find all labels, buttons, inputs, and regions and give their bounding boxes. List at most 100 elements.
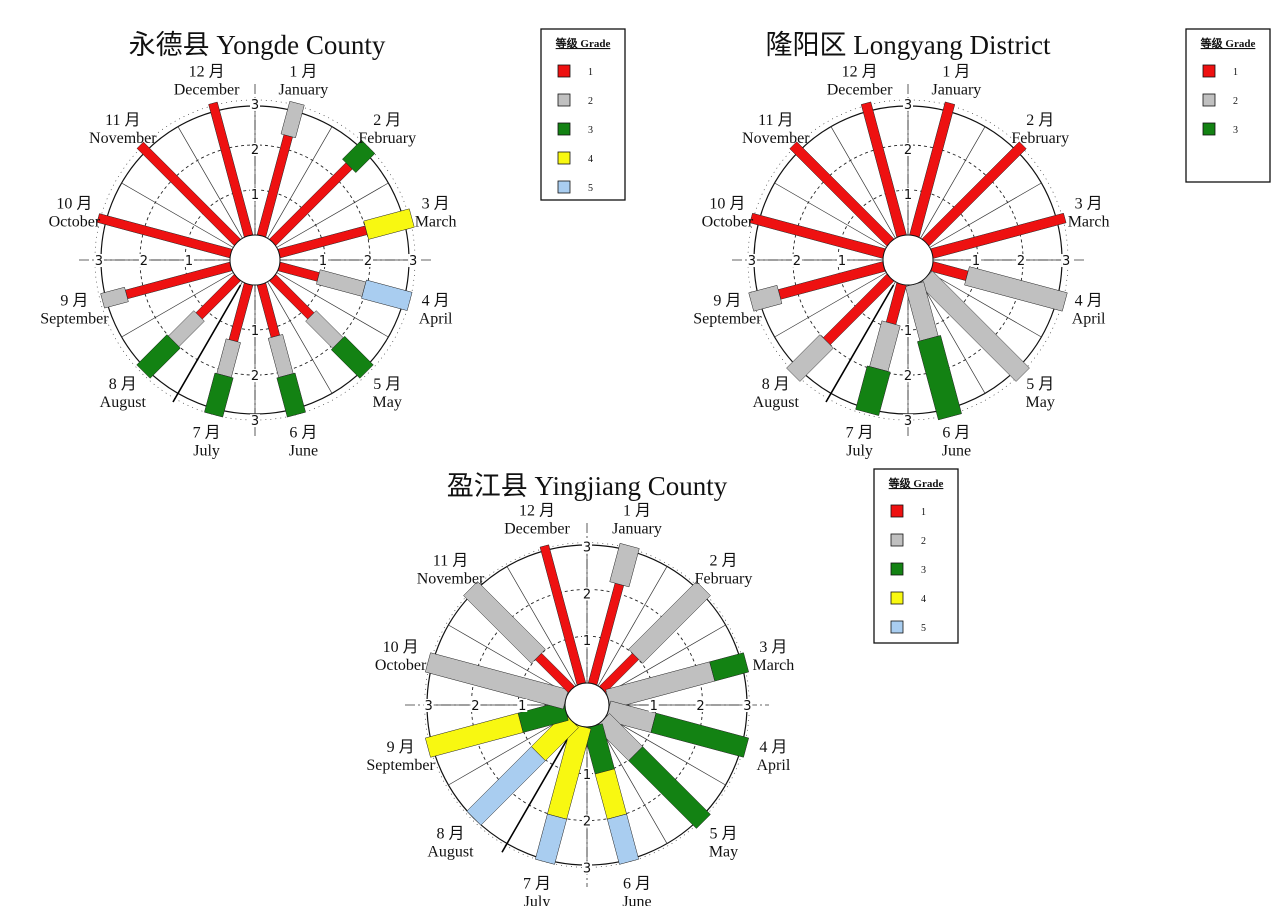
tick-label-bg: [517, 699, 528, 712]
legend-title: 等级 Grade: [555, 36, 611, 50]
month-label-cn: 12 月: [189, 63, 225, 80]
tick-label-bg: [250, 187, 260, 201]
tick-label: 1: [650, 699, 658, 714]
bar-segment-march: [709, 652, 750, 682]
legend-label: 1: [921, 507, 926, 518]
month-label-en: October: [702, 214, 754, 231]
tick-label: 2: [251, 143, 259, 158]
tick-label-bg: [903, 324, 913, 338]
legend-label: 2: [588, 96, 593, 107]
month-label-cn: 7 月: [846, 425, 874, 442]
tick-label: 3: [409, 254, 417, 269]
tick-label-bg: [903, 97, 913, 111]
month-label-en: February: [1011, 130, 1069, 147]
month-label-cn: 2 月: [1026, 112, 1054, 129]
tick-label: 3: [1062, 254, 1070, 269]
month-label-en: March: [1068, 214, 1110, 231]
bar-segment-july: [534, 813, 568, 865]
month-label-en: April: [1072, 310, 1106, 327]
month-label-en: May: [373, 394, 402, 411]
month-label-cn: 4 月: [759, 739, 787, 756]
month-label-en: June: [622, 893, 651, 906]
spoke-line: [448, 624, 569, 695]
spoke-line: [448, 715, 569, 786]
month-label-en: May: [709, 844, 738, 861]
legend-swatch: [890, 533, 904, 547]
legend-box: [873, 468, 959, 644]
legend: 等级 Grade 1 2 3 4 5: [540, 28, 626, 201]
tick-label: 1: [583, 634, 591, 649]
tick-label-bg: [250, 369, 260, 383]
tick-label: 3: [583, 861, 591, 876]
legend-swatch: [557, 180, 571, 194]
month-label-en: August: [100, 394, 147, 411]
bar-segment-february: [342, 139, 376, 173]
spoke-line: [597, 566, 668, 687]
tick-label-bg: [582, 861, 592, 875]
tick-label-bg: [582, 634, 592, 648]
bar-segment-april: [361, 279, 413, 311]
legend-swatch: [890, 591, 904, 605]
tick-label: 1: [251, 324, 259, 339]
tick-label-bg: [695, 699, 706, 712]
month-label-cn: 7 月: [193, 425, 221, 442]
month-label-cn: 1 月: [289, 63, 317, 80]
tick-label: 2: [904, 369, 912, 384]
tick-label-bg: [470, 699, 481, 712]
month-label-en: August: [427, 844, 474, 861]
tick-label: 1: [904, 188, 912, 203]
month-label-cn: 10 月: [383, 639, 419, 656]
month-label-cn: 6 月: [942, 425, 970, 442]
tick-label: 2: [583, 815, 591, 830]
legend-label: 2: [1233, 96, 1238, 107]
month-label-en: December: [827, 81, 893, 98]
legend-swatch: [890, 620, 904, 634]
tick-label-bg: [250, 142, 260, 156]
tick-label: 2: [140, 254, 148, 269]
bar-segment-june: [917, 335, 962, 421]
month-label-cn: 8 月: [762, 376, 790, 393]
tick-label-bg: [318, 254, 329, 267]
month-label-en: October: [375, 657, 427, 674]
tick-label-bg: [93, 254, 104, 267]
longyang-district-panel: 隆阳区 Longyang District 1 1 1 1 2 2 2 2 3 3 3 3 1 月Jan…: [693, 28, 1271, 460]
tick-label: 2: [471, 699, 479, 714]
tick-label-bg: [971, 254, 982, 267]
spoke-line: [121, 272, 234, 338]
spoke-line: [605, 624, 726, 695]
center-hole: [564, 682, 610, 728]
legend-box: [540, 28, 626, 201]
tick-label-bg: [363, 254, 374, 267]
bar-segment-february: [628, 581, 711, 664]
bar-segment-january: [609, 542, 640, 588]
month-label-cn: 8 月: [109, 376, 137, 393]
month-label-en: June: [942, 443, 971, 460]
bar-segment-july: [855, 365, 891, 416]
legend-swatch: [1202, 122, 1216, 136]
spoke-line: [929, 272, 1042, 338]
legend-swatch: [890, 504, 904, 518]
bar-segment-june: [606, 813, 640, 865]
spoke-line: [506, 566, 577, 687]
bar-segment-september: [424, 712, 524, 758]
tick-label-bg: [903, 414, 913, 428]
tick-label: 3: [583, 541, 591, 556]
month-label-cn: 10 月: [56, 196, 92, 213]
tick-label: 1: [185, 254, 193, 269]
month-label-cn: 8 月: [436, 826, 464, 843]
legend-swatch: [557, 151, 571, 165]
legend-label: 3: [1233, 125, 1238, 136]
bar-segment-january: [280, 100, 305, 139]
tick-label-bg: [183, 254, 194, 267]
month-label-cn: 4 月: [1075, 292, 1103, 309]
month-label-cn: 2 月: [373, 112, 401, 129]
diagonal-line: [501, 727, 575, 853]
month-label-en: May: [1026, 394, 1055, 411]
month-label-en: February: [358, 130, 416, 147]
tick-label-bg: [582, 587, 592, 601]
tick-label: 3: [743, 699, 751, 714]
bar-segment-august: [466, 746, 546, 826]
bar-segment-august: [136, 334, 181, 379]
